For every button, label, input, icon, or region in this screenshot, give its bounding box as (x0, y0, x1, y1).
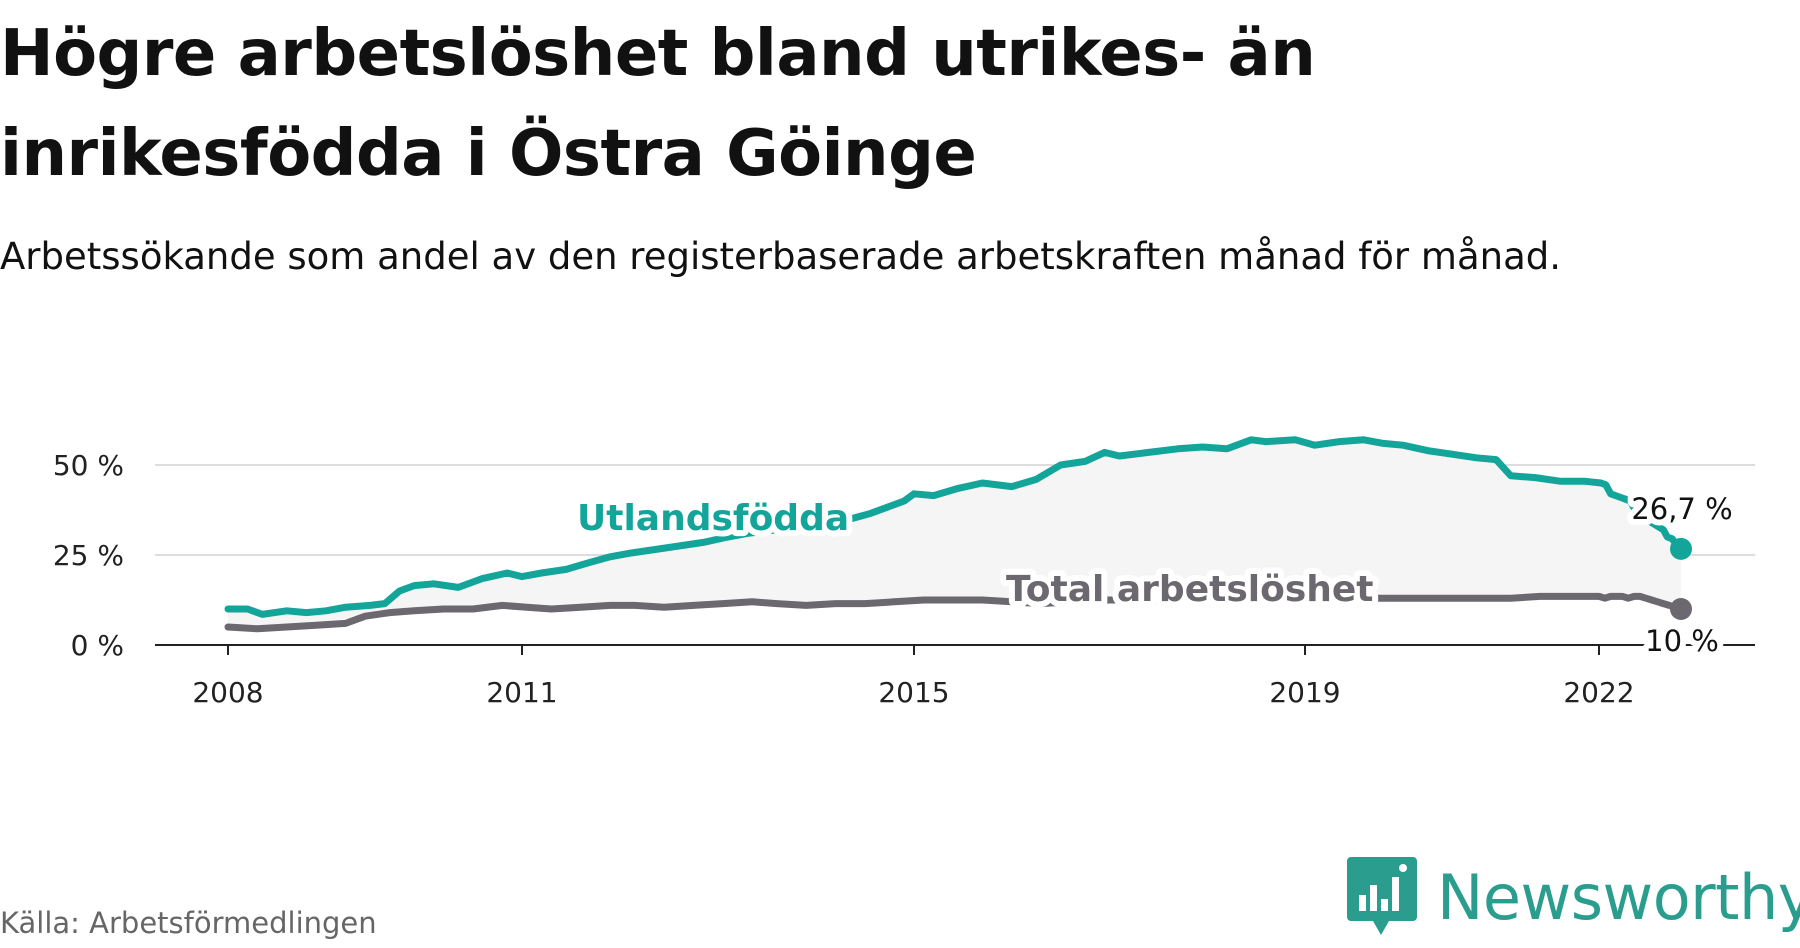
end-label-utlandsfodda-halo: 26,7 % (1631, 492, 1732, 526)
series-label-utlandsfodda: Utlandsfödda (577, 498, 849, 539)
x-tick-label: 2015 (878, 676, 949, 709)
x-tick-label: 2011 (486, 676, 557, 709)
source-note: Källa: Arbetsförmedlingen (0, 906, 377, 940)
end-label-total-halo: 10 % (1645, 624, 1719, 658)
series-label-utlandsfodda-halo: Utlandsfödda (577, 498, 849, 539)
difference-band (228, 439, 1681, 629)
line-chart: 0 % 25 % 50 % 2008 2011 2015 2019 2022 Utlands… (53, 436, 1755, 709)
brand-logo[interactable]: Newsworthy (1345, 855, 1800, 939)
x-axis-ticks: 2008 2011 2015 2019 2022 (192, 645, 1635, 709)
chart-subtitle: Arbetssökande som andel av den registerb… (0, 235, 1561, 278)
chart-title: Högre arbetslöshet bland utrikes- än inr… (0, 17, 1316, 191)
series-label-total: Total arbetslöshet (1006, 569, 1374, 610)
series-label-total-halo: Total arbetslöshet (1006, 569, 1374, 610)
series-line-total (224, 592, 1685, 633)
series-line-utlandsfodda (224, 436, 1685, 618)
end-point-total (1670, 598, 1692, 620)
end-label-total: 10 % (1645, 624, 1719, 658)
newsworthy-bar-chart-icon (1347, 857, 1417, 935)
x-tick-label: 2019 (1269, 676, 1340, 709)
x-tick-label: 2022 (1563, 676, 1634, 709)
y-tick-label: 0 % (71, 629, 124, 662)
series-lines (224, 436, 1692, 633)
brand-name: Newsworthy (1437, 860, 1800, 934)
end-point-utlandsfodda (1670, 537, 1692, 560)
x-tick-label: 2008 (192, 676, 263, 709)
y-tick-label: 25 % (53, 539, 124, 572)
y-axis-ticks: 0 % 25 % 50 % (53, 449, 124, 662)
y-tick-label: 50 % (53, 449, 124, 482)
end-label-utlandsfodda: 26,7 % (1631, 492, 1732, 526)
